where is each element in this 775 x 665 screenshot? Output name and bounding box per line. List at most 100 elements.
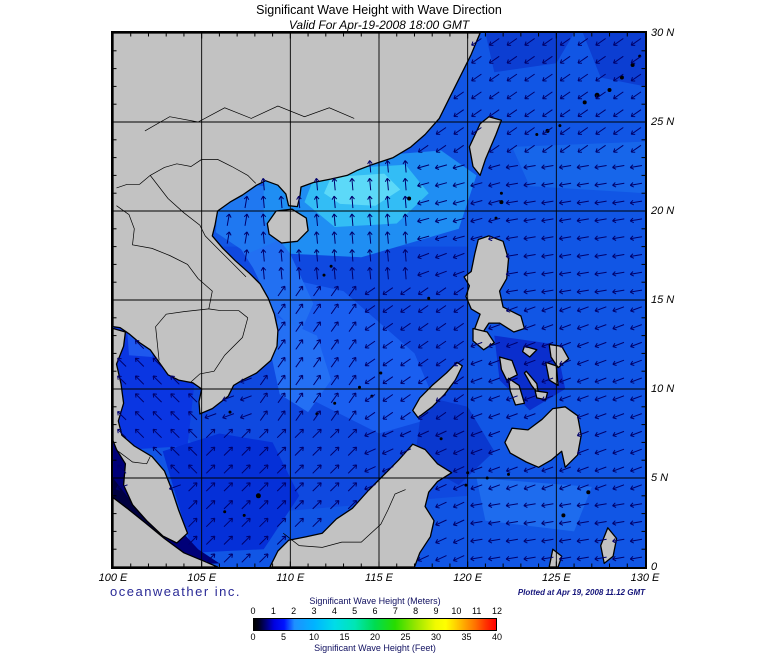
country-border [116, 205, 249, 319]
ocean-patch-vietnam-south-bright [270, 317, 332, 413]
country-border [149, 175, 247, 278]
islet [255, 493, 261, 499]
meters-tick: 1 [270, 606, 276, 616]
page-title: Significant Wave Height with Wave Direct… [256, 3, 502, 17]
land-taiwan [468, 116, 503, 177]
lon-label: 110 E [276, 572, 305, 584]
lon-label: 115 E [365, 572, 393, 584]
islet [464, 483, 468, 487]
country-border [155, 308, 209, 361]
country-border [116, 159, 257, 189]
meters-tick: 7 [392, 606, 398, 616]
land-leyte [545, 361, 559, 387]
feet-tick: 15 [339, 632, 350, 642]
islet [619, 75, 624, 80]
wave-direction-arrows [115, 38, 643, 563]
islet [228, 410, 232, 414]
meters-tick: 0 [250, 606, 256, 616]
islet [499, 200, 504, 205]
legend-caption-meters: Significant Wave Height (Meters) [309, 596, 441, 606]
lon-label: 130 E [630, 572, 660, 584]
feet-tick: 40 [491, 632, 503, 642]
meters-tick: 9 [433, 606, 439, 616]
islet [499, 191, 503, 195]
lat-label: 20 N [651, 205, 675, 217]
land-luzon [463, 235, 526, 335]
lon-label: 120 E [453, 572, 483, 584]
islet [607, 88, 612, 92]
land-sumatra [113, 496, 219, 567]
feet-tick: 10 [308, 632, 320, 642]
islet [507, 472, 510, 476]
islet [586, 490, 591, 495]
islet [630, 63, 635, 67]
legend-caption-feet: Significant Wave Height (Feet) [314, 643, 436, 653]
feet-tick: 0 [250, 632, 256, 642]
axis-ticks [113, 33, 645, 567]
lat-label: 5 N [651, 472, 669, 484]
islet [561, 513, 566, 518]
islet [439, 437, 443, 441]
meters-tick: 3 [311, 606, 317, 616]
lat-label: 25 N [651, 116, 675, 128]
lon-label: 100 E [98, 572, 128, 584]
meters-tick: 10 [451, 606, 462, 616]
islet [333, 401, 337, 405]
feet-tick: 30 [430, 632, 442, 642]
country-border [282, 489, 406, 548]
meters-tick: 11 [471, 606, 482, 616]
ocean-patch-ne-scs-core [324, 173, 401, 206]
islet [582, 100, 587, 105]
islet [358, 385, 361, 389]
ocean-patch-pacific-dark-ne [582, 33, 645, 87]
country-border [118, 451, 151, 465]
ocean-patch-celebes-light [476, 478, 592, 532]
legend-feet-scale: 0 5 10 15 20 25 30 35 40 [250, 632, 502, 643]
lat-label: 0 [651, 561, 658, 573]
legend-meters-scale: 0 1 2 3 4 5 6 7 8 9 10 11 12 [250, 606, 502, 617]
land-masbate [521, 345, 538, 358]
land-mindanao [504, 406, 582, 468]
map-canvas [113, 33, 645, 567]
lat-label: 30 N [651, 27, 675, 39]
ocean-patch-scs-sw-dark [162, 433, 300, 553]
plotted-timestamp: Plotted at Apr 19, 2008 11.12 GMT [517, 588, 645, 597]
country-border [190, 317, 249, 383]
lon-label: 105 E [187, 572, 217, 584]
islet [223, 510, 227, 514]
land-halmahera [600, 527, 618, 565]
valid-time-subtitle: Valid For Apr-19-2008 18:00 GMT [288, 18, 470, 32]
islet [242, 513, 246, 517]
islet [558, 124, 562, 128]
lon-label: 125 E [541, 572, 571, 584]
islet [407, 196, 412, 201]
feet-tick: 20 [369, 632, 381, 642]
land-sulawesi-tip [548, 548, 563, 567]
meters-tick: 12 [491, 606, 503, 616]
meters-tick: 8 [413, 606, 419, 616]
feet-tick: 5 [280, 632, 287, 642]
islet [427, 296, 431, 300]
islet [329, 264, 333, 268]
land-borneo [269, 443, 453, 567]
land-cebu [523, 370, 540, 395]
land-hainan [266, 208, 309, 244]
land-bohol [534, 390, 549, 401]
title-block: Significant Wave Height with Wave Direct… [113, 3, 645, 32]
land-asia-mainland [113, 33, 481, 415]
feet-tick: 35 [461, 632, 472, 642]
meters-tick: 5 [352, 606, 358, 616]
country-border [144, 105, 355, 132]
islet [535, 133, 539, 136]
legend-colorbar [253, 618, 497, 631]
meters-tick: 2 [291, 606, 297, 616]
islet [379, 371, 383, 375]
feet-tick: 25 [400, 632, 411, 642]
lat-label: 15 N [651, 294, 675, 306]
oceanweather-logo: oceanweather inc. [110, 584, 242, 599]
meters-tick: 4 [331, 606, 337, 616]
islet [322, 273, 326, 277]
meters-tick: 6 [372, 606, 378, 616]
land-panay [498, 356, 518, 381]
